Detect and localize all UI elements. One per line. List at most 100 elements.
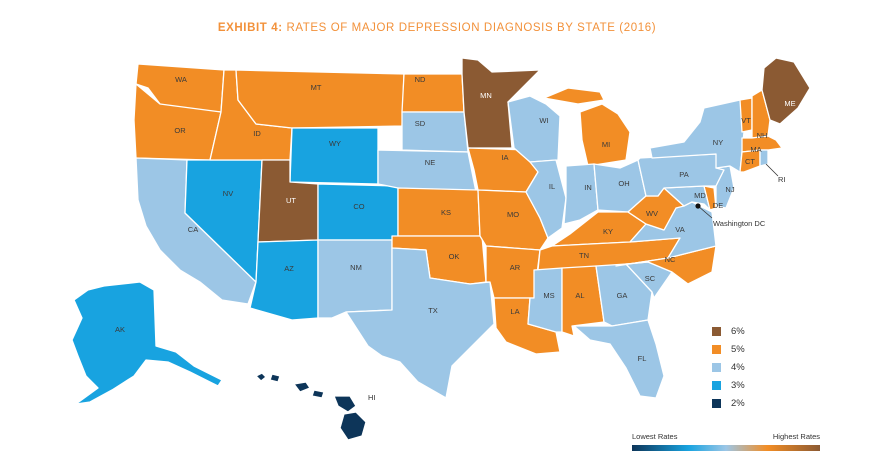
state-RI[interactable] [759,149,769,167]
label-NM: NM [350,263,362,272]
label-MA: MA [750,145,761,154]
label-SD: SD [415,119,426,128]
state-AK[interactable] [71,281,223,405]
label-TX: TX [428,306,438,315]
label-PA: PA [679,170,688,179]
state-ND[interactable] [401,73,465,113]
label-CT: CT [745,157,755,166]
label-AK: AK [115,325,125,334]
state-AR[interactable] [485,245,541,299]
label-WA: WA [175,75,187,84]
label-OK: OK [449,252,460,261]
dc-label: Washington DC [713,219,766,228]
state-NJ[interactable] [715,165,735,209]
label-AZ: AZ [284,264,294,273]
label-OR: OR [174,126,186,135]
label-MI: MI [602,140,610,149]
label-WY: WY [329,139,341,148]
label-IA: IA [501,153,508,162]
state-CO[interactable] [317,183,399,241]
state-KS[interactable] [397,187,481,237]
label-VA: VA [675,225,684,234]
state-NM[interactable] [317,239,393,319]
label-ID: ID [253,129,261,138]
state-CT[interactable] [739,149,761,173]
state-MT[interactable] [235,69,405,129]
legend-swatch [712,344,721,354]
legend-item: 2% [712,394,745,412]
label-CA: CA [188,225,198,234]
label-KY: KY [603,227,613,236]
state-MN[interactable] [461,57,541,149]
label-NY: NY [713,138,723,147]
state-WY[interactable] [289,127,379,185]
dc-marker: Washington DC [695,163,779,228]
label-NV: NV [223,189,233,198]
state-NH[interactable] [751,89,771,139]
label-TN: TN [579,251,589,260]
ri-leader-line [765,163,779,177]
legend: 6% 5% 4% 3% 2% [712,322,745,412]
state-WI[interactable] [507,95,561,163]
state-HI[interactable] [255,372,367,441]
label-MO: MO [507,210,519,219]
label-IL: IL [549,182,555,191]
state-NE[interactable] [377,149,477,193]
map-title: EXHIBIT 4: RATES OF MAJOR DEPRESSION DIA… [0,22,874,34]
state-SD[interactable] [401,111,469,153]
label-CO: CO [353,202,364,211]
label-FL: FL [638,354,647,363]
state-ME[interactable] [761,57,811,125]
label-WV: WV [646,209,658,218]
label-NE: NE [425,158,435,167]
legend-swatch [712,398,721,408]
label-UT: UT [286,196,296,205]
state-MI[interactable] [543,87,631,167]
legend-swatch [712,362,721,372]
scale-high-label: Highest Rates [772,432,820,441]
state-DE[interactable] [703,185,717,211]
label-KS: KS [441,208,451,217]
dc-dot [695,203,701,209]
label-NC: NC [665,255,676,264]
legend-swatch [712,326,721,336]
label-WI: WI [539,116,548,125]
label-MT: MT [311,83,322,92]
label-MD: MD [694,191,706,200]
state-labels: WA OR CA NV ID MT WY UT CO AZ NM ND SD N… [115,75,796,402]
state-TX[interactable] [345,247,495,399]
label-AL: AL [575,291,584,300]
label-SC: SC [645,274,656,283]
legend-label: 5% [731,343,745,355]
legend-label: 3% [731,379,745,391]
label-MN: MN [480,91,492,100]
legend-label: 2% [731,397,745,409]
state-IL[interactable] [525,159,567,239]
label-HI: HI [368,393,376,402]
label-MS: MS [543,291,554,300]
label-GA: GA [617,291,628,300]
scale-gradient-bar [632,445,820,451]
dc-leader-line [697,205,713,219]
legend-item: 4% [712,358,745,376]
legend-item: 3% [712,376,745,394]
state-IN[interactable] [563,163,599,225]
label-AR: AR [510,263,521,272]
label-RI: RI [778,175,786,184]
label-IN: IN [584,183,592,192]
title-text: RATES OF MAJOR DEPRESSION DIAGNOSIS BY S… [286,22,657,34]
label-DE: DE [713,201,723,210]
state-AZ[interactable] [249,239,319,321]
legend-label: 6% [731,325,745,337]
color-scale: Lowest Rates Highest Rates [632,432,820,451]
label-ND: ND [415,75,426,84]
label-OH: OH [618,179,629,188]
legend-item: 6% [712,322,745,340]
label-NH: NH [757,131,768,140]
label-VT: VT [741,116,751,125]
state-FL[interactable] [573,319,665,399]
legend-item: 5% [712,340,745,358]
scale-low-label: Lowest Rates [632,432,678,441]
title-exhibit: EXHIBIT 4: [217,22,283,34]
